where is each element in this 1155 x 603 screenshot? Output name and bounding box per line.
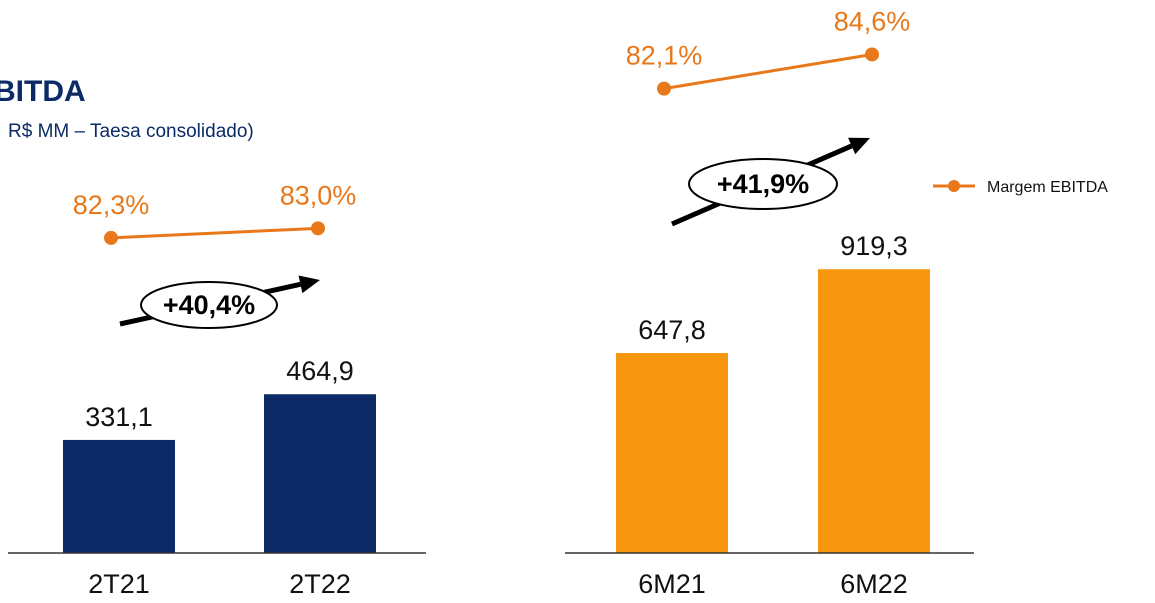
category-label-2T22: 2T22 (289, 569, 351, 599)
category-label-6M22: 6M22 (840, 569, 908, 599)
bar-6M22 (818, 269, 930, 553)
margin-point-6M21 (657, 81, 671, 96)
growth-label: +40,4% (163, 290, 255, 320)
margin-line (663, 52, 873, 91)
chart-subtitle: R$ MM – Taesa consolidado) (8, 121, 254, 142)
value-label-2T22: 464,9 (286, 356, 354, 386)
bar-6M21 (616, 353, 728, 553)
chart-title: BITDA (0, 75, 86, 108)
growth-arrow-head (848, 137, 870, 155)
legend-label: Margem EBITDA (987, 179, 1108, 196)
value-label-6M22: 919,3 (840, 231, 908, 261)
legend: Margem EBITDA (933, 179, 1108, 196)
margin-label-6M21: 82,1% (626, 41, 703, 71)
category-label-2T21: 2T21 (88, 569, 150, 599)
growth-badge (688, 158, 838, 210)
margin-label-2T22: 83,0% (280, 180, 357, 210)
margin-label-6M22: 84,6% (834, 6, 911, 36)
category-label-6M21: 6M21 (638, 569, 706, 599)
margin-point-6M22 (865, 47, 879, 62)
margin-label-2T21: 82,3% (73, 190, 150, 220)
margin-point-2T22 (311, 221, 325, 236)
growth-label: +41,9% (717, 169, 809, 199)
bar-2T22 (264, 394, 376, 553)
value-label-2T21: 331,1 (85, 402, 153, 432)
bar-2T21 (63, 439, 175, 553)
chart-panel-2: 647,8 6M21 919,3 6M22 82,1% 84,6% +41,9% (565, 6, 974, 599)
margin-line (110, 226, 319, 240)
chart-panel-1: 331,1 2T21 464,9 2T22 82,3% 83,0% +40,4% (8, 180, 426, 599)
legend-marker (948, 180, 960, 192)
growth-arrow-head (298, 275, 320, 294)
growth-badge (140, 281, 278, 329)
value-label-6M21: 647,8 (638, 315, 706, 345)
margin-point-2T21 (104, 230, 118, 245)
